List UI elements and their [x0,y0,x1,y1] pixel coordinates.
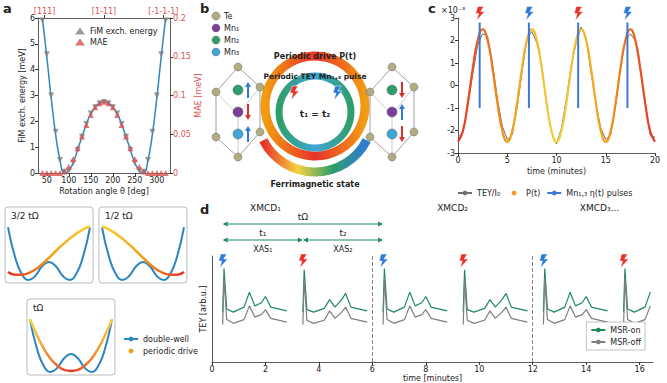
svg-text:-2: -2 [447,126,455,135]
svg-text:12: 12 [528,365,538,374]
svg-text:150: 150 [83,176,98,185]
svg-text:FiM exch. energy: FiM exch. energy [90,27,158,36]
svg-text:3/2 tΩ: 3/2 tΩ [11,211,39,221]
svg-text:TEY/I₀: TEY/I₀ [476,189,500,198]
svg-text:P(t): P(t) [526,189,540,198]
svg-text:Mn₂: Mn₂ [224,36,239,45]
svg-text:2: 2 [450,36,455,45]
svg-text:[1-11]: [1-11] [92,7,116,16]
svg-text:250: 250 [127,176,142,185]
svg-text:t₁: t₁ [259,228,267,238]
svg-text:16: 16 [635,365,645,374]
svg-text:double-well: double-well [143,335,189,344]
svg-text:8: 8 [423,365,428,374]
svg-text:[-1-1-1]: [-1-1-1] [148,7,178,16]
svg-text:XMCD₁: XMCD₁ [250,203,281,213]
svg-text:5: 5 [30,39,35,48]
svg-text:d: d [200,202,209,217]
svg-text:Rotation angle θ [deg]: Rotation angle θ [deg] [59,187,149,196]
svg-text:×10⁻³: ×10⁻³ [441,6,465,15]
svg-text:2: 2 [263,365,268,374]
svg-text:FiM exch. energy [meV]: FiM exch. energy [meV] [18,48,27,142]
svg-text:a: a [3,1,12,16]
svg-text:t₂: t₂ [339,228,347,238]
svg-text:200: 200 [105,176,120,185]
svg-text:3: 3 [30,91,35,100]
svg-text:10: 10 [551,156,561,165]
svg-text:XMCD₂: XMCD₂ [437,203,468,213]
svg-text:Mn₁,₃ η(t) pulses: Mn₁,₃ η(t) pulses [566,189,632,198]
svg-text:14: 14 [581,365,591,374]
svg-text:1: 1 [30,143,35,152]
svg-text:100: 100 [61,176,76,185]
svg-text:0.05: 0.05 [173,130,191,139]
svg-text:XMCD₃...: XMCD₃... [580,203,619,213]
svg-text:b: b [200,1,209,16]
svg-text:XAS₂: XAS₂ [333,245,352,254]
svg-text:periodic drive: periodic drive [143,347,198,356]
svg-text:10: 10 [474,365,484,374]
svg-text:0: 0 [173,169,178,178]
svg-text:6: 6 [29,13,35,23]
svg-text:Periodic drive P(t): Periodic drive P(t) [274,52,356,61]
svg-text:3: 3 [450,14,455,23]
svg-text:TEY [arb.u.]: TEY [arb.u.] [199,285,208,333]
svg-text:Mn₃: Mn₃ [224,48,239,57]
svg-text:MSR-on: MSR-on [610,326,640,335]
svg-text:[111]: [111] [34,7,56,16]
svg-text:-3: -3 [447,149,455,158]
svg-text:c: c [428,1,436,16]
svg-text:XAS₁: XAS₁ [253,245,272,254]
svg-text:4: 4 [30,65,35,74]
svg-text:20: 20 [650,156,660,165]
svg-text:t₁ = t₂: t₁ = t₂ [300,109,330,119]
svg-text:0: 0 [455,156,460,165]
svg-text:Mn₁: Mn₁ [224,24,239,33]
svg-text:MAE [meV]: MAE [meV] [194,73,203,117]
svg-text:6: 6 [370,365,375,374]
svg-text:MAE: MAE [90,38,107,47]
svg-text:1/2 tΩ: 1/2 tΩ [105,211,133,221]
svg-text:Ferrimagnetic state: Ferrimagnetic state [270,180,360,189]
svg-text:0: 0 [209,365,214,374]
svg-text:0: 0 [30,169,35,178]
svg-text:Te: Te [223,12,233,21]
svg-text:2: 2 [30,117,35,126]
svg-text:time (minutes): time (minutes) [527,167,586,176]
svg-text:time [minutes]: time [minutes] [403,374,462,383]
svg-text:300: 300 [149,176,164,185]
svg-text:-1: -1 [447,104,455,113]
svg-text:15: 15 [601,156,611,165]
svg-text:4: 4 [316,365,321,374]
svg-text:0.1: 0.1 [173,91,186,100]
svg-text:0.15: 0.15 [173,52,191,61]
svg-text:50: 50 [42,176,52,185]
svg-text:0.2: 0.2 [173,13,186,23]
svg-text:tΩ: tΩ [298,212,309,222]
svg-text:1: 1 [450,59,455,68]
svg-text:tΩ: tΩ [33,303,44,313]
svg-text:5: 5 [505,156,510,165]
svg-text:Periodic TEY Mn₁,₃ pulse: Periodic TEY Mn₁,₃ pulse [264,72,367,81]
svg-text:0: 0 [450,81,455,90]
svg-text:MSR-off: MSR-off [610,338,641,347]
